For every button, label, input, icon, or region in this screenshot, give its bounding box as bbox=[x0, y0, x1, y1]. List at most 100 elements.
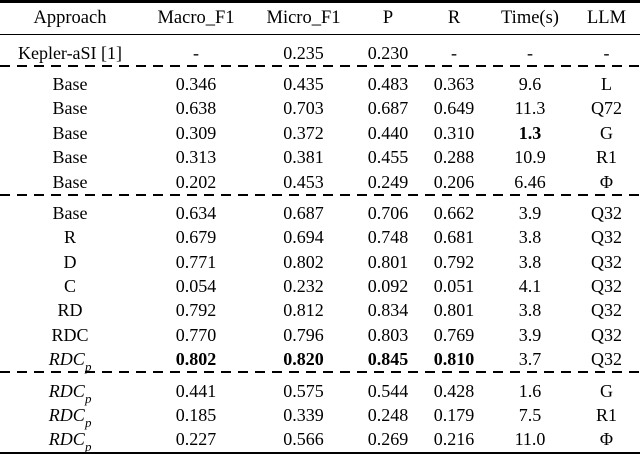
cell-time: 3.8 bbox=[518, 300, 542, 321]
cell-approach: Base bbox=[0, 124, 140, 142]
table-row: D 0.771 0.802 0.801 0.792 3.8 Q32 bbox=[0, 250, 640, 274]
cell-approach: R bbox=[0, 228, 140, 246]
cell-macro_f1: 0.313 bbox=[175, 147, 217, 168]
cell-micro_f1: 0.694 bbox=[283, 227, 324, 248]
table-row: R 0.679 0.694 0.748 0.681 3.8 Q32 bbox=[0, 225, 640, 249]
approach-label: Base bbox=[52, 147, 88, 168]
cell-micro_f1: 0.232 bbox=[283, 276, 324, 297]
cell-macro_f1: 0.679 bbox=[175, 227, 217, 248]
cell-macro_f1: - bbox=[193, 42, 199, 63]
dashed-separator bbox=[0, 371, 640, 374]
cell-p: 0.748 bbox=[367, 227, 409, 248]
cell-r: 0.769 bbox=[433, 324, 475, 345]
cell-micro_f1: 0.566 bbox=[283, 429, 324, 450]
cell-approach: RDC bbox=[0, 326, 140, 344]
table-group-3: Base 0.634 0.687 0.706 0.662 3.9 Q32 R 0.679 0.69… bbox=[0, 196, 640, 373]
col-header-llm: LLM bbox=[586, 7, 627, 28]
cell-llm: Q32 bbox=[591, 324, 622, 345]
cell-llm: L bbox=[601, 73, 612, 94]
cell-r: 0.206 bbox=[433, 171, 475, 192]
cell-r: 0.216 bbox=[433, 429, 475, 450]
cell-time: 3.9 bbox=[518, 324, 542, 345]
cell-p: 0.845 bbox=[367, 349, 409, 370]
approach-label: RDC bbox=[51, 324, 89, 345]
cell-time: 3.8 bbox=[518, 251, 542, 272]
cell-p: 0.544 bbox=[367, 380, 409, 401]
col-header-approach: Approach bbox=[33, 7, 107, 28]
cell-approach: Base bbox=[0, 75, 140, 93]
col-header-recall: R bbox=[447, 7, 461, 28]
cell-approach: Base bbox=[0, 173, 140, 191]
cell-r: 0.681 bbox=[433, 227, 475, 248]
cell-micro_f1: 0.820 bbox=[283, 349, 324, 370]
col-header-time: Time(s) bbox=[501, 7, 559, 28]
approach-label: Kepler-aSI [1] bbox=[17, 42, 123, 63]
cell-time: 4.1 bbox=[518, 276, 542, 297]
cell-macro_f1: 0.202 bbox=[175, 171, 217, 192]
cell-time: 11.0 bbox=[514, 429, 546, 450]
cell-llm: R1 bbox=[595, 147, 617, 168]
cell-r: 0.310 bbox=[433, 122, 475, 143]
col-header-precision: P bbox=[382, 7, 394, 28]
cell-macro_f1: 0.770 bbox=[175, 324, 217, 345]
cell-llm: Q32 bbox=[591, 251, 622, 272]
approach-subscript: p bbox=[85, 439, 92, 454]
approach-label: Base bbox=[52, 122, 88, 143]
cell-p: 0.834 bbox=[367, 300, 409, 321]
header-row: Approach Macro_F1 Micro_F1 P R Time(s) L… bbox=[0, 3, 640, 34]
approach-subscript: p bbox=[85, 414, 92, 430]
approach-label: Base bbox=[52, 202, 88, 223]
cell-approach: Base bbox=[0, 148, 140, 166]
table-row: Base 0.346 0.435 0.483 0.363 9.6 L bbox=[0, 72, 640, 96]
cell-time: 3.8 bbox=[518, 227, 542, 248]
table-row: Kepler-aSI [1] - 0.235 0.230 - - - bbox=[0, 40, 640, 64]
cell-llm: Φ bbox=[599, 171, 614, 192]
cell-p: 0.440 bbox=[367, 122, 409, 143]
table-row: Base 0.634 0.687 0.706 0.662 3.9 Q32 bbox=[0, 201, 640, 225]
cell-macro_f1: 0.638 bbox=[175, 98, 217, 119]
cell-r: 0.649 bbox=[433, 98, 475, 119]
table-group-4: RDCp 0.441 0.575 0.544 0.428 1.6 G RDCp 0.185 0.3… bbox=[0, 373, 640, 454]
cell-approach: RDCp bbox=[0, 382, 140, 405]
table-row: Base 0.638 0.703 0.687 0.649 11.3 Q72 bbox=[0, 96, 640, 120]
approach-label: RDCp bbox=[48, 429, 92, 454]
cell-approach: C bbox=[0, 277, 140, 295]
cell-macro_f1: 0.185 bbox=[175, 405, 217, 426]
approach-label: C bbox=[63, 276, 76, 297]
approach-label: Base bbox=[52, 73, 88, 94]
cell-r: 0.288 bbox=[433, 147, 475, 168]
cell-p: 0.269 bbox=[367, 429, 409, 450]
cell-p: 0.230 bbox=[367, 42, 409, 63]
cell-r: 0.792 bbox=[433, 251, 475, 272]
cell-micro_f1: 0.339 bbox=[283, 405, 324, 426]
table-row: RDCp 0.441 0.575 0.544 0.428 1.6 G bbox=[0, 378, 640, 405]
cell-llm: R1 bbox=[595, 405, 617, 426]
col-header-macro-f1: Macro_F1 bbox=[157, 7, 235, 28]
cell-macro_f1: 0.792 bbox=[175, 300, 217, 321]
cell-p: 0.249 bbox=[367, 171, 409, 192]
cell-llm: G bbox=[600, 380, 613, 401]
cell-approach: D bbox=[0, 253, 140, 271]
table-row: RDCp 0.185 0.339 0.248 0.179 7.5 R1 bbox=[0, 403, 640, 430]
cell-r: 0.363 bbox=[433, 73, 475, 94]
header-rule bbox=[0, 33, 640, 36]
cell-r: 0.801 bbox=[433, 300, 475, 321]
cell-r: 0.662 bbox=[433, 202, 475, 223]
cell-macro_f1: 0.309 bbox=[175, 122, 217, 143]
table-row: RDCp 0.802 0.820 0.845 0.810 3.7 Q32 bbox=[0, 347, 640, 373]
top-rule bbox=[0, 0, 640, 3]
cell-p: 0.687 bbox=[367, 98, 409, 119]
cell-macro_f1: 0.771 bbox=[175, 251, 217, 272]
cell-micro_f1: 0.703 bbox=[283, 98, 324, 119]
cell-llm: Q32 bbox=[591, 202, 622, 223]
cell-p: 0.803 bbox=[367, 324, 409, 345]
cell-time: 6.46 bbox=[514, 171, 546, 192]
cell-macro_f1: 0.441 bbox=[175, 380, 217, 401]
table-body: Kepler-aSI [1] - 0.235 0.230 - - - Base 0.346 0.4… bbox=[0, 35, 640, 454]
cell-micro_f1: 0.235 bbox=[283, 42, 324, 63]
cell-llm: - bbox=[603, 42, 610, 63]
table-row: Base 0.309 0.372 0.440 0.310 1.3 G bbox=[0, 121, 640, 145]
cell-macro_f1: 0.802 bbox=[175, 349, 217, 370]
cell-time: 10.9 bbox=[514, 147, 546, 168]
cell-approach: RDCp bbox=[0, 429, 140, 454]
